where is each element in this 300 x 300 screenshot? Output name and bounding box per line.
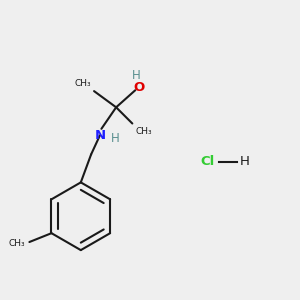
Text: H: H <box>111 132 120 145</box>
Text: CH₃: CH₃ <box>9 239 26 248</box>
Text: CH₃: CH₃ <box>74 79 91 88</box>
Text: H: H <box>240 155 250 168</box>
Text: H: H <box>131 69 140 82</box>
Text: O: O <box>134 81 145 94</box>
Text: CH₃: CH₃ <box>135 127 152 136</box>
Text: N: N <box>94 129 106 142</box>
Text: Cl: Cl <box>200 155 214 168</box>
